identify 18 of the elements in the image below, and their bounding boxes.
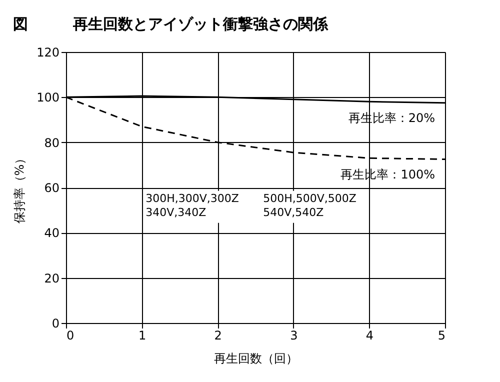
x-tick-label: 1: [138, 328, 146, 342]
x-tick-label: 3: [290, 328, 298, 342]
annotation: 500H,500V,500Z 540V,540Z: [263, 192, 357, 219]
x-tick-label: 2: [214, 328, 222, 342]
x-tick-label: 0: [66, 328, 74, 342]
y-tick-label: 40: [44, 226, 60, 240]
annotation: 300H,300V,300Z 340V,340Z: [146, 192, 240, 219]
x-tick-label: 5: [438, 328, 446, 342]
y-tick-label: 0: [52, 316, 60, 330]
y-tick-label: 120: [36, 46, 60, 60]
y-tick-label: 80: [44, 136, 60, 150]
y-axis-title: 保持率（%）: [12, 152, 27, 224]
y-tick-label: 60: [44, 181, 60, 195]
x-tick-label: 4: [366, 328, 374, 342]
y-tick-label: 20: [44, 271, 60, 286]
chart-title: 図 再生回数とアイゾット衝撃強さの関係: [13, 15, 330, 33]
y-tick-label: 100: [36, 90, 60, 105]
x-axis-title: 再生回数（回）: [214, 352, 298, 366]
